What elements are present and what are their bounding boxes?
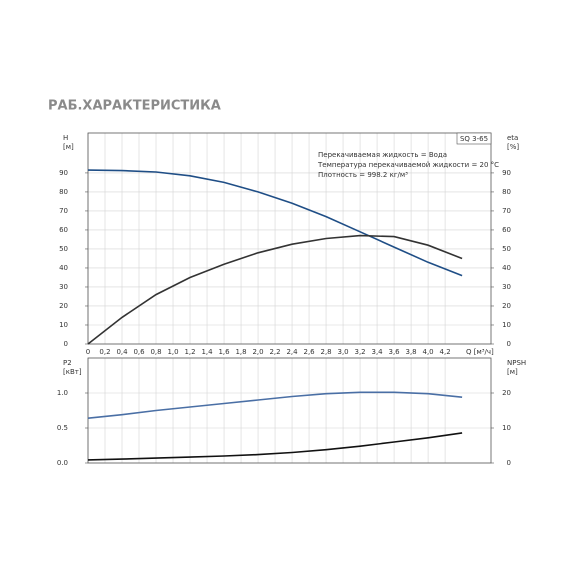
y2-axis-unit: [м] bbox=[507, 368, 518, 376]
x-tick-label: 0,2 bbox=[99, 348, 110, 356]
y2-tick-label: 90 bbox=[502, 169, 511, 177]
curve bbox=[87, 234, 463, 345]
x-tick-label: 1,8 bbox=[235, 348, 246, 356]
plot-frame bbox=[87, 132, 492, 345]
y2-tick-label: 20 bbox=[502, 302, 511, 310]
y2-axis-label: NPSH bbox=[507, 359, 526, 367]
x-tick-label: 3,0 bbox=[337, 348, 348, 356]
x-tick-label: 1,4 bbox=[201, 348, 213, 356]
x-tick-label: 3,8 bbox=[406, 348, 417, 356]
x-tick-label: 1,0 bbox=[167, 348, 178, 356]
x-tick-label: 0 bbox=[86, 348, 90, 356]
y-tick-label: 70 bbox=[59, 207, 68, 215]
note: Плотность = 998.2 кг/м³ bbox=[318, 171, 408, 179]
y2-tick-label: 80 bbox=[502, 188, 511, 196]
x-tick-label: 2,8 bbox=[320, 348, 331, 356]
x-tick-label: 0,6 bbox=[133, 348, 145, 356]
y2-tick-label: 0 bbox=[507, 459, 511, 467]
x-tick-label: 2,2 bbox=[269, 348, 280, 356]
plot-frame bbox=[87, 357, 492, 464]
x-tick-label: 3,6 bbox=[389, 348, 401, 356]
model-box bbox=[456, 132, 492, 145]
y-tick-label: 20 bbox=[59, 302, 68, 310]
curve bbox=[87, 391, 463, 419]
y2-tick-label: 10 bbox=[502, 321, 511, 329]
y-tick-label: 1.0 bbox=[57, 389, 68, 397]
x-tick-label: 1,6 bbox=[218, 348, 230, 356]
curve bbox=[87, 169, 463, 277]
x-tick-label: 2,4 bbox=[286, 348, 298, 356]
y2-axis-label: eta bbox=[507, 134, 518, 142]
x-tick-label: 2,0 bbox=[252, 348, 263, 356]
x-tick-label: 3,2 bbox=[354, 348, 365, 356]
y-tick-label: 10 bbox=[59, 321, 68, 329]
y2-tick-label: 60 bbox=[502, 226, 511, 234]
x-tick-label: 1,2 bbox=[184, 348, 195, 356]
y2-tick-label: 20 bbox=[502, 389, 511, 397]
x-axis-label: Q [м³/ч] bbox=[466, 348, 494, 356]
y2-axis-unit: [%] bbox=[507, 143, 519, 151]
y-axis-label: H bbox=[63, 134, 68, 142]
y2-tick-label: 70 bbox=[502, 207, 511, 215]
y-tick-label: 0 bbox=[64, 340, 68, 348]
y-tick-label: 80 bbox=[59, 188, 68, 196]
model-label: SQ 3-65 bbox=[460, 135, 488, 143]
y-tick-label: 30 bbox=[59, 283, 68, 291]
x-tick-label: 3,4 bbox=[372, 348, 384, 356]
y2-tick-label: 10 bbox=[502, 424, 511, 432]
y2-tick-label: 30 bbox=[502, 283, 511, 291]
y-axis-label: P2 bbox=[63, 359, 72, 367]
chart-title: РАБ.ХАРАКТЕРИСТИКА bbox=[48, 99, 221, 114]
y-tick-label: 90 bbox=[59, 169, 68, 177]
x-tick-label: 4,2 bbox=[440, 348, 451, 356]
y-tick-label: 0.5 bbox=[57, 424, 68, 432]
x-tick-label: 0,8 bbox=[150, 348, 161, 356]
y-tick-label: 40 bbox=[59, 264, 68, 272]
y-tick-label: 50 bbox=[59, 245, 68, 253]
y2-tick-label: 0 bbox=[507, 340, 511, 348]
y2-tick-label: 40 bbox=[502, 264, 511, 272]
curve bbox=[87, 432, 463, 461]
note: Перекачиваемая жидкость = Вода bbox=[318, 151, 447, 159]
x-tick-label: 4,0 bbox=[423, 348, 434, 356]
y-axis-unit: [кВт] bbox=[63, 368, 82, 376]
y-tick-label: 60 bbox=[59, 226, 68, 234]
x-tick-label: 2,6 bbox=[303, 348, 315, 356]
y-tick-label: 0.0 bbox=[57, 459, 68, 467]
x-tick-label: 0,4 bbox=[116, 348, 128, 356]
note: Температура перекачиваемой жидкости = 20… bbox=[317, 161, 499, 169]
y-axis-unit: [м] bbox=[63, 143, 74, 151]
y2-tick-label: 50 bbox=[502, 245, 511, 253]
